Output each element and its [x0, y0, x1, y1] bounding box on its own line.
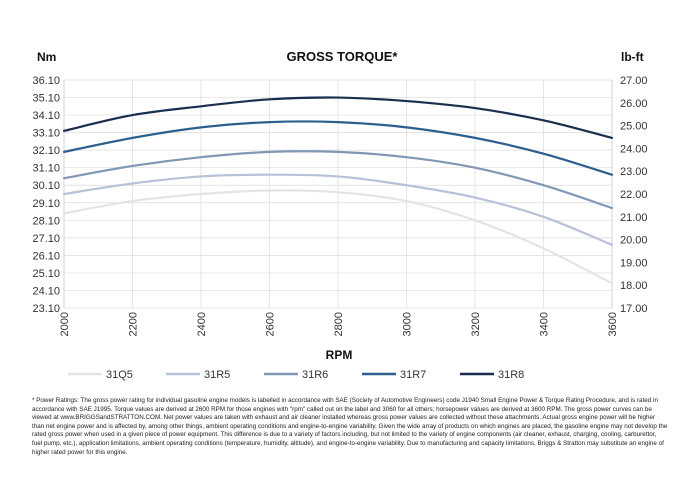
legend-label-31r5: 31R5: [204, 369, 230, 381]
x-tick-label: 3000: [402, 312, 414, 336]
legend-label-31r8: 31R8: [498, 369, 524, 381]
y-tick-label-left: 33.10: [32, 128, 60, 140]
series-line-31r6: [62, 150, 614, 210]
x-tick-label: 3600: [607, 312, 619, 336]
x-tick-label: 2200: [128, 312, 140, 336]
y-tick-label-right: 17.00: [620, 303, 648, 315]
y-tick-label-right: 18.00: [620, 280, 648, 292]
y-tick-label-left: 25.10: [32, 268, 60, 280]
x-tick-label: 3400: [539, 312, 551, 336]
y-axis-label-right: lb-ft: [621, 50, 644, 64]
y-tick-label-left: 35.10: [32, 93, 60, 105]
x-tick-label: 2000: [59, 312, 71, 336]
y-tick-label-left: 30.10: [32, 180, 60, 192]
y-tick-label-right: 25.00: [620, 121, 648, 133]
y-tick-label-right: 23.00: [620, 166, 648, 178]
y-tick-label-left: 34.10: [32, 110, 60, 122]
legend-label-31r6: 31R6: [302, 369, 328, 381]
chart-title: GROSS TORQUE*: [286, 49, 398, 64]
y-tick-label-left: 26.10: [32, 250, 60, 262]
footnote: * Power Ratings: The gross power rating …: [32, 397, 668, 457]
y-tick-label-left: 24.10: [32, 285, 60, 297]
legend: 31Q5 31R5 31R6 31R7 31R8: [68, 369, 524, 381]
y-tick-label-left: 36.10: [32, 75, 60, 87]
y-tick-label-right: 19.00: [620, 257, 648, 269]
x-axis-label: RPM: [326, 348, 353, 362]
series-lines: [62, 96, 614, 285]
x-tick-label: 2400: [196, 312, 208, 336]
footnote-text: * Power Ratings: The gross power rating …: [32, 397, 668, 456]
y-tick-label-left: 29.10: [32, 198, 60, 210]
legend-label-31r7: 31R7: [400, 369, 426, 381]
axes: GROSS TORQUE* Nm lb-ft RPM: [37, 49, 644, 362]
x-tick-label: 2600: [265, 312, 277, 336]
y-tick-label-left: 32.10: [32, 145, 60, 157]
x-tick-label: 2800: [333, 312, 345, 336]
torque-chart: GROSS TORQUE* Nm lb-ft RPM 23.10 24.10 25.…: [32, 49, 647, 381]
legend-label-31q5: 31Q5: [106, 369, 133, 381]
y-tick-label-left: 28.10: [32, 215, 60, 227]
series-line-31r5: [62, 173, 614, 246]
y-tick-label-right: 27.00: [620, 75, 648, 87]
y-tick-label-right: 24.00: [620, 143, 648, 155]
y-tick-label-right: 22.00: [620, 189, 648, 201]
y-tick-label-left: 23.10: [32, 303, 60, 315]
y-tick-label-right: 21.00: [620, 212, 648, 224]
series-line-31r8: [62, 96, 614, 139]
y-axis-label-left: Nm: [37, 50, 56, 64]
y-tick-label-left: 27.10: [32, 233, 60, 245]
y-tick-label-left: 31.10: [32, 163, 60, 175]
grid: [63, 79, 613, 309]
series-line-31q5: [62, 189, 614, 285]
series-line-31r7: [62, 120, 614, 176]
x-tick-label: 3200: [470, 312, 482, 336]
y-tick-label-right: 26.00: [620, 98, 648, 110]
tick-labels: 23.10 24.10 25.10 26.10 27.10 28.10 29.10 30.10…: [32, 75, 647, 336]
y-tick-label-right: 20.00: [620, 235, 648, 247]
